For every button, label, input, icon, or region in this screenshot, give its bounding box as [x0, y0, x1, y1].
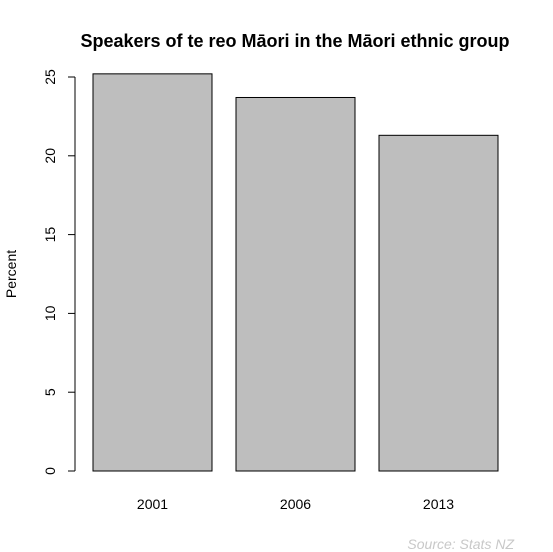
y-tick-label: 15: [42, 227, 58, 243]
bar-2006: [235, 96, 356, 472]
y-tick-label: 0: [42, 467, 58, 475]
y-axis-label: Percent: [3, 250, 19, 298]
chart-title: Speakers of te reo Māori in the Māori et…: [80, 31, 509, 51]
y-axis: 0 5 10 15 20 25: [42, 69, 76, 475]
bar-2001: [92, 73, 213, 472]
y-tick-label: 20: [42, 148, 58, 164]
x-axis-labels: 2001 2006 2013: [137, 496, 454, 512]
y-tick-label: 25: [42, 69, 58, 85]
bar-2013: [378, 134, 499, 472]
source-note: Source: Stats NZ: [407, 536, 514, 552]
bars-group: [92, 73, 499, 472]
x-tick-label: 2013: [423, 496, 454, 512]
y-tick-label: 5: [42, 388, 58, 396]
y-tick-label: 10: [42, 305, 58, 321]
x-tick-label: 2001: [137, 496, 168, 512]
x-tick-label: 2006: [280, 496, 311, 512]
